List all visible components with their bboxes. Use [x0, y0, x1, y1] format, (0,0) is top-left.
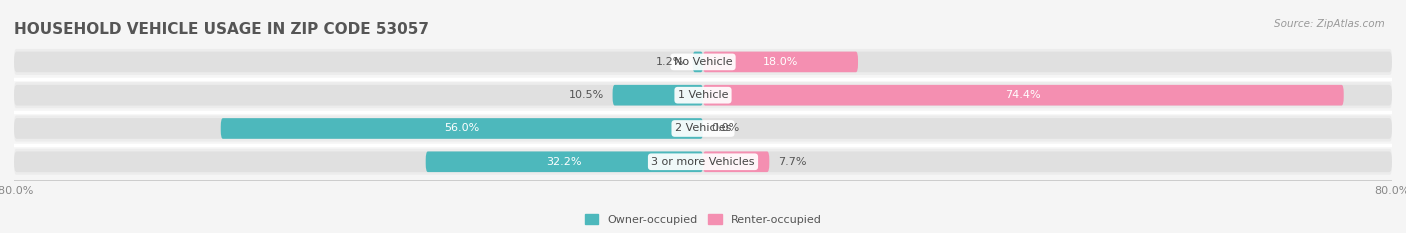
FancyBboxPatch shape	[14, 49, 1392, 75]
FancyBboxPatch shape	[703, 51, 858, 72]
FancyBboxPatch shape	[221, 118, 703, 139]
FancyBboxPatch shape	[693, 51, 703, 72]
Text: HOUSEHOLD VEHICLE USAGE IN ZIP CODE 53057: HOUSEHOLD VEHICLE USAGE IN ZIP CODE 5305…	[14, 22, 429, 37]
Text: 7.7%: 7.7%	[778, 157, 807, 167]
FancyBboxPatch shape	[14, 51, 1392, 72]
FancyBboxPatch shape	[14, 85, 1392, 106]
Text: 0.0%: 0.0%	[711, 123, 740, 134]
Text: 74.4%: 74.4%	[1005, 90, 1042, 100]
Text: No Vehicle: No Vehicle	[673, 57, 733, 67]
Text: 56.0%: 56.0%	[444, 123, 479, 134]
Text: 1 Vehicle: 1 Vehicle	[678, 90, 728, 100]
FancyBboxPatch shape	[703, 85, 1344, 106]
FancyBboxPatch shape	[613, 85, 703, 106]
Text: 1.2%: 1.2%	[655, 57, 685, 67]
Legend: Owner-occupied, Renter-occupied: Owner-occupied, Renter-occupied	[581, 210, 825, 229]
Text: Source: ZipAtlas.com: Source: ZipAtlas.com	[1274, 19, 1385, 29]
Text: 10.5%: 10.5%	[568, 90, 605, 100]
FancyBboxPatch shape	[14, 116, 1392, 141]
Text: 2 Vehicles: 2 Vehicles	[675, 123, 731, 134]
FancyBboxPatch shape	[14, 118, 1392, 139]
Text: 3 or more Vehicles: 3 or more Vehicles	[651, 157, 755, 167]
FancyBboxPatch shape	[426, 151, 703, 172]
FancyBboxPatch shape	[14, 82, 1392, 108]
Text: 32.2%: 32.2%	[547, 157, 582, 167]
FancyBboxPatch shape	[14, 149, 1392, 175]
FancyBboxPatch shape	[14, 151, 1392, 172]
Text: 18.0%: 18.0%	[763, 57, 799, 67]
FancyBboxPatch shape	[703, 151, 769, 172]
